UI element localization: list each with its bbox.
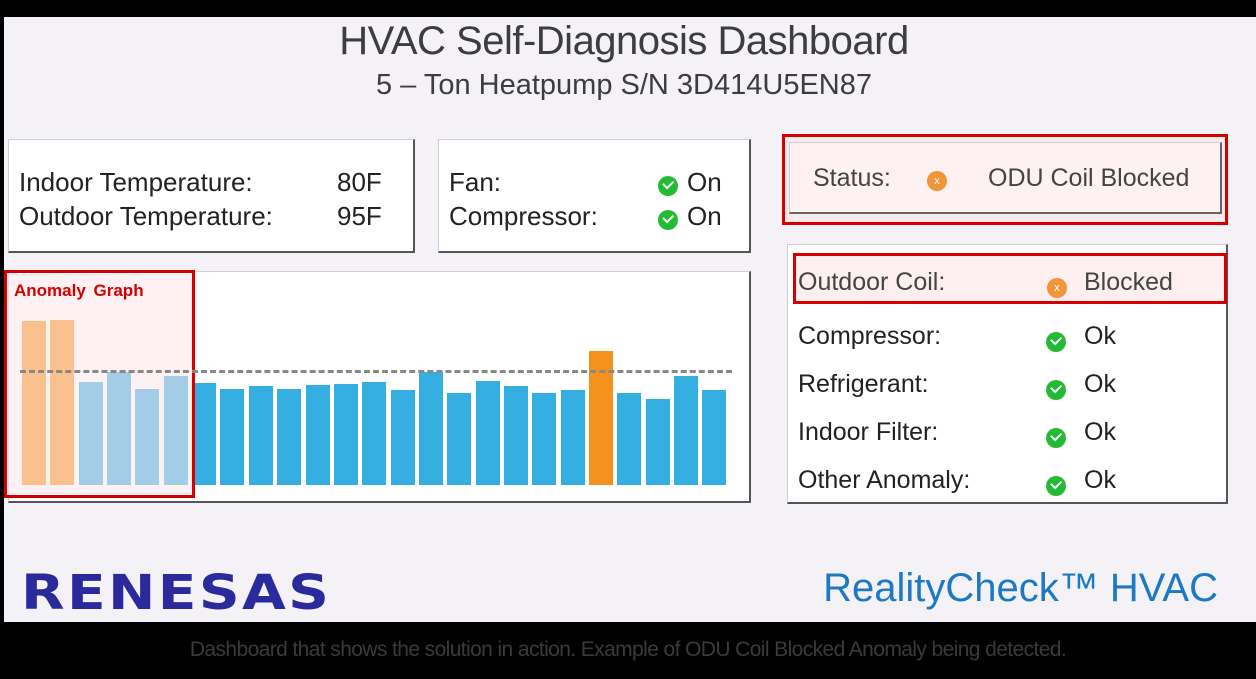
- diag-value: Ok: [1084, 418, 1116, 446]
- check-circle-icon: [1046, 476, 1066, 497]
- compressor-run-value: On: [687, 201, 722, 231]
- chart-bar: [702, 390, 727, 485]
- temperature-card: Indoor Temperature: 80F Outdoor Temperat…: [8, 139, 415, 253]
- diag-label: Other Anomaly:: [798, 466, 971, 494]
- diag-label: Compressor:: [798, 322, 942, 350]
- fan-value: On: [687, 167, 722, 197]
- renesas-logo: RENESAS: [21, 565, 332, 621]
- page-title: HVAC Self-Diagnosis Dashboard: [339, 19, 909, 63]
- chart-bar: [362, 382, 387, 485]
- threshold-line: [20, 370, 732, 373]
- page-subtitle: 5 – Ton Heatpump S/N 3D414U5EN87: [376, 69, 872, 101]
- x-circle-icon: x: [927, 171, 947, 192]
- chart-bar: [447, 393, 472, 485]
- anomaly-highlight-box: Anomaly Graph: [4, 270, 195, 498]
- check-circle-icon: [1046, 428, 1066, 449]
- chart-bar: [277, 389, 302, 485]
- chart-bar: [248, 386, 273, 485]
- chart-bar: [333, 384, 358, 485]
- indoor-temp-label: Indoor Temperature:: [19, 167, 253, 197]
- diag-value: Ok: [1084, 370, 1116, 398]
- diag-value: Blocked: [1084, 268, 1173, 296]
- check-circle-icon: [1046, 380, 1066, 401]
- diag-value: Ok: [1084, 322, 1116, 350]
- chart-bar: [305, 385, 330, 485]
- indoor-temp-value: 80F: [337, 167, 382, 197]
- chart-bar: [674, 376, 699, 485]
- figure-caption: Dashboard that shows the solution in act…: [189, 638, 1067, 661]
- status-card: Status: x ODU Coil Blocked: [789, 142, 1222, 214]
- compressor-run-label: Compressor:: [449, 201, 598, 231]
- diag-label: Refrigerant:: [798, 370, 929, 398]
- check-circle-icon: [658, 210, 678, 231]
- chart-bar: [220, 389, 245, 485]
- brand-title: RealityCheck™ HVAC: [823, 566, 1218, 610]
- diag-row-refrigerant: Refrigerant: Ok: [796, 358, 1216, 406]
- dashboard-canvas: HVAC Self-Diagnosis Dashboard 5 – Ton He…: [4, 17, 1256, 622]
- check-circle-icon: [658, 176, 678, 197]
- outdoor-temp-label: Outdoor Temperature:: [19, 201, 273, 231]
- chart-bar: [390, 390, 415, 485]
- diag-row-compressor: Compressor: Ok: [796, 310, 1216, 358]
- chart-bar: [617, 393, 642, 485]
- chart-bar: [192, 383, 217, 485]
- running-state-card: Fan: On Compressor: On: [438, 139, 751, 253]
- diag-value: Ok: [1084, 466, 1116, 494]
- fan-label: Fan:: [449, 167, 502, 197]
- check-circle-icon: [1046, 332, 1066, 353]
- diag-row-other-anomaly: Other Anomaly: Ok: [796, 454, 1216, 502]
- chart-bar: [560, 390, 585, 485]
- diag-row-outdoor-coil: Outdoor Coil: x Blocked: [793, 253, 1227, 304]
- status-highlight-box: Status: x ODU Coil Blocked: [782, 134, 1228, 225]
- chart-bar: [645, 399, 670, 485]
- x-circle-icon: x: [1047, 278, 1067, 299]
- anomaly-graph-label: Anomaly Graph: [14, 281, 144, 300]
- status-value: ODU Coil Blocked: [988, 164, 1190, 192]
- chart-bar: [532, 393, 557, 485]
- diag-label: Outdoor Coil:: [798, 268, 946, 296]
- diag-row-indoor-filter: Indoor Filter: Ok: [796, 406, 1216, 454]
- outdoor-temp-value: 95F: [337, 201, 382, 231]
- status-label: Status:: [813, 164, 891, 192]
- chart-bar: [503, 386, 528, 485]
- chart-bar: [589, 351, 613, 485]
- diagnostics-card: Outdoor Coil: x Blocked Compressor: Ok R…: [787, 244, 1228, 504]
- chart-bar: [475, 381, 500, 485]
- diag-label: Indoor Filter:: [798, 418, 939, 446]
- chart-bar: [418, 372, 443, 485]
